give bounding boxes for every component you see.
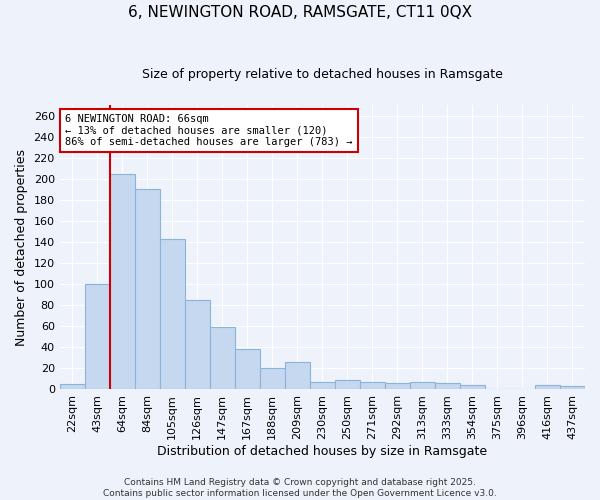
X-axis label: Distribution of detached houses by size in Ramsgate: Distribution of detached houses by size … [157, 444, 487, 458]
Text: 6, NEWINGTON ROAD, RAMSGATE, CT11 0QX: 6, NEWINGTON ROAD, RAMSGATE, CT11 0QX [128, 5, 472, 20]
Bar [360, 382, 385, 389]
Bar [260, 368, 285, 389]
Bar [235, 349, 260, 389]
Bar [135, 190, 160, 389]
Bar [460, 385, 485, 389]
Bar [59, 384, 85, 389]
Bar [560, 386, 585, 389]
Bar [110, 174, 135, 389]
Bar [285, 362, 310, 389]
Bar [85, 284, 110, 389]
Bar [185, 300, 210, 389]
Bar [435, 382, 460, 389]
Y-axis label: Number of detached properties: Number of detached properties [15, 148, 28, 346]
Bar [210, 327, 235, 389]
Bar [535, 385, 560, 389]
Text: Contains HM Land Registry data © Crown copyright and database right 2025.
Contai: Contains HM Land Registry data © Crown c… [103, 478, 497, 498]
Bar [160, 238, 185, 389]
Title: Size of property relative to detached houses in Ramsgate: Size of property relative to detached ho… [142, 68, 503, 80]
Text: 6 NEWINGTON ROAD: 66sqm
← 13% of detached houses are smaller (120)
86% of semi-d: 6 NEWINGTON ROAD: 66sqm ← 13% of detache… [65, 114, 352, 147]
Bar [385, 382, 410, 389]
Bar [335, 380, 360, 389]
Bar [310, 382, 335, 389]
Bar [410, 382, 435, 389]
